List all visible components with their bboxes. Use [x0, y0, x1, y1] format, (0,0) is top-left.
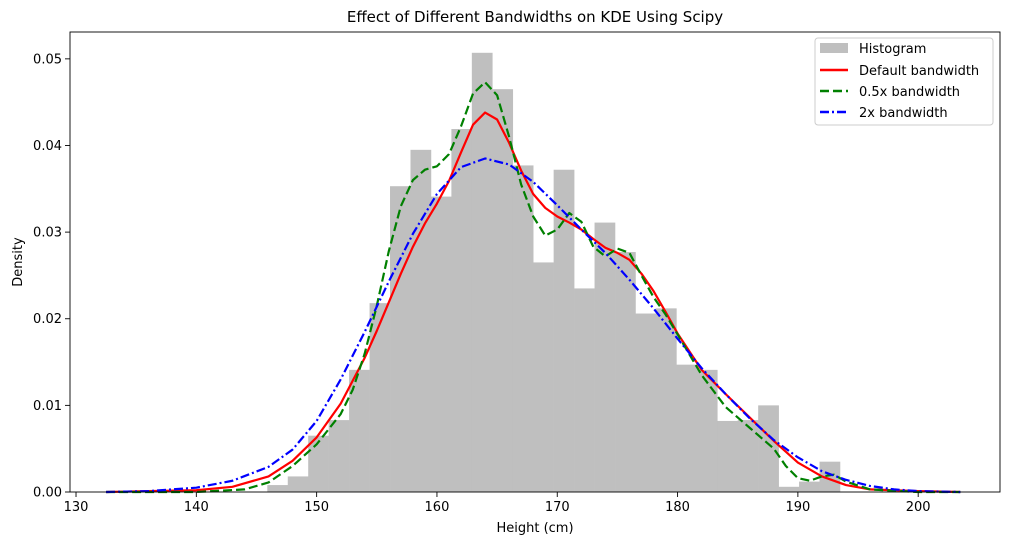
histogram-bar [574, 288, 595, 492]
y-axis-ticks: 0.00 0.01 0.02 0.03 0.04 0.05 [33, 52, 70, 501]
y-tick-label: 0.04 [33, 139, 62, 154]
histogram-bar [696, 369, 718, 492]
chart-title: Effect of Different Bandwidths on KDE Us… [347, 8, 723, 26]
y-tick-label: 0.03 [33, 226, 62, 241]
histogram-bar [512, 165, 534, 492]
histogram-bar [369, 303, 391, 492]
x-tick-label: 190 [785, 500, 810, 515]
histogram-bar [819, 461, 841, 492]
histogram-bar [471, 52, 493, 492]
x-tick-label: 180 [665, 500, 690, 515]
plot-area-frame [69, 31, 1001, 493]
histogram-bar [778, 486, 800, 492]
histogram-bar [553, 169, 575, 493]
histogram-bar [533, 262, 554, 492]
legend-double-label: 2x bandwidth [859, 106, 948, 121]
histogram-bar [451, 129, 473, 492]
x-tick-label: 200 [906, 500, 931, 515]
histogram-bar [655, 308, 677, 492]
legend-histogram-swatch [820, 43, 848, 53]
kde-line-default-bandwidth [106, 111, 961, 494]
histogram-bar [799, 481, 820, 492]
x-tick-label: 170 [545, 500, 570, 515]
x-tick-label: 160 [425, 500, 450, 515]
x-axis-label: Height (cm) [496, 521, 573, 536]
histogram-bar [267, 485, 289, 492]
histogram-bar [430, 196, 452, 492]
histogram-bar [410, 149, 432, 492]
histogram-bar [349, 369, 370, 492]
x-tick-label: 130 [64, 500, 89, 515]
y-tick-label: 0.05 [33, 52, 62, 67]
histogram-bar [492, 89, 514, 493]
y-axis-label: Density [11, 237, 26, 287]
legend-half-label: 0.5x bandwidth [859, 85, 960, 100]
histogram-bar [308, 435, 329, 492]
histogram-bar [676, 364, 698, 492]
y-tick-label: 0.01 [33, 399, 62, 414]
histogram-bar [594, 222, 616, 492]
histogram-bar [287, 476, 309, 492]
histogram-bar [328, 420, 350, 492]
x-axis-ticks: 130 140 150 160 170 180 190 200 [64, 492, 931, 515]
legend-frame [814, 37, 994, 126]
legend-histogram-label: Histogram [859, 42, 926, 57]
legend: Histogram Default bandwidth 0.5x bandwid… [814, 37, 994, 126]
kde-line-double-bandwidth [106, 157, 961, 494]
histogram-bar [615, 252, 636, 492]
histogram-bar [390, 186, 411, 492]
x-tick-label: 150 [304, 500, 329, 515]
histogram-bar [758, 405, 779, 492]
histogram-bar [717, 420, 739, 492]
kde-line-half-bandwidth [106, 81, 961, 494]
kde-curves [106, 81, 961, 494]
histogram-bar [737, 420, 759, 492]
x-tick-label: 140 [184, 500, 209, 515]
y-tick-label: 0.00 [33, 486, 62, 501]
histogram-bar [635, 313, 657, 492]
legend-default-label: Default bandwidth [859, 64, 979, 79]
y-tick-label: 0.02 [33, 312, 62, 327]
